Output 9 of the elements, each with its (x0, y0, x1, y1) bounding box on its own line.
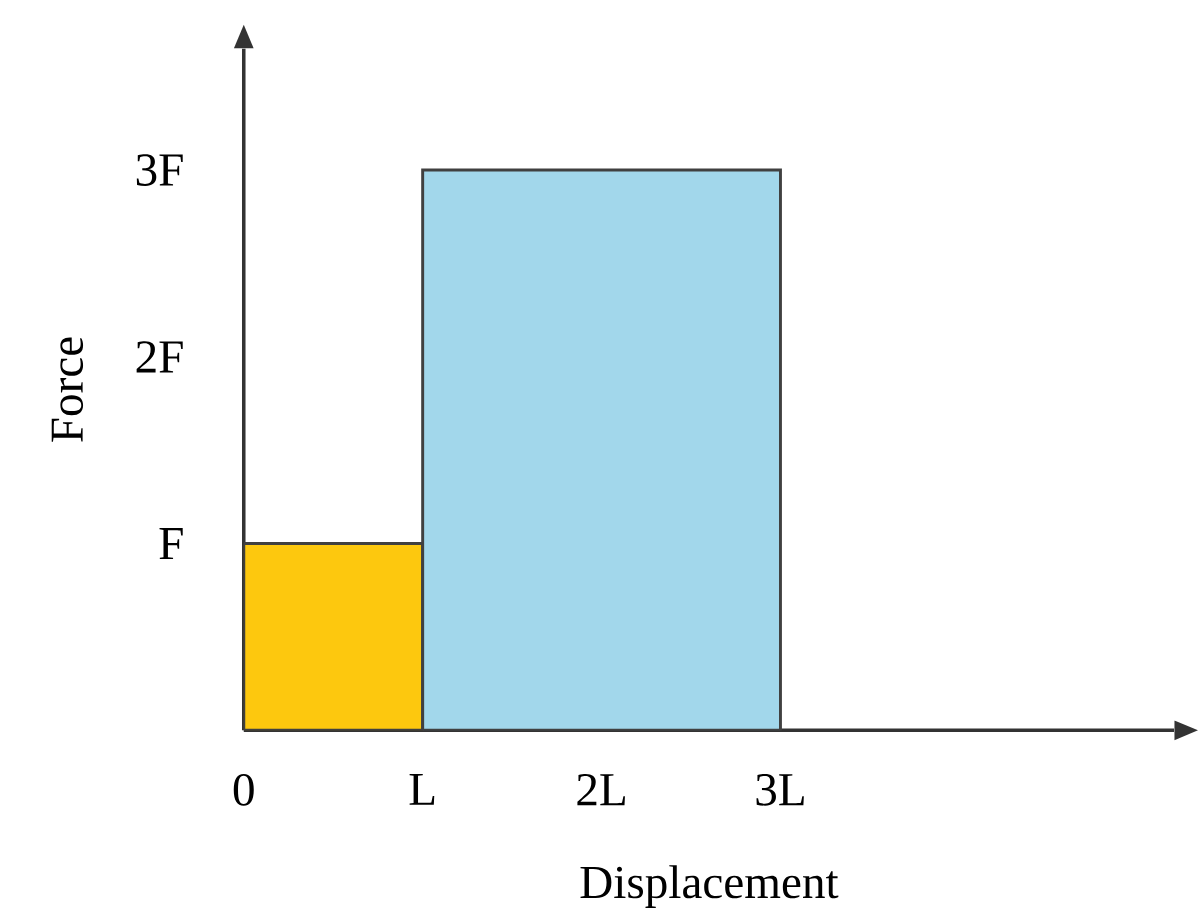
x-tick-label: 2L (577, 774, 625, 806)
x-tick-label: 3L (756, 774, 804, 806)
x-tick-label: L (409, 774, 435, 806)
y-tick-label: 3F (136, 154, 183, 187)
y-tick-label: 2F (136, 341, 183, 373)
x-axis-title: Displacement (580, 865, 839, 909)
y-axis-title: Force (51, 337, 84, 443)
y-tick-label: F (159, 528, 183, 560)
x-tick-label: 0 (233, 774, 254, 806)
